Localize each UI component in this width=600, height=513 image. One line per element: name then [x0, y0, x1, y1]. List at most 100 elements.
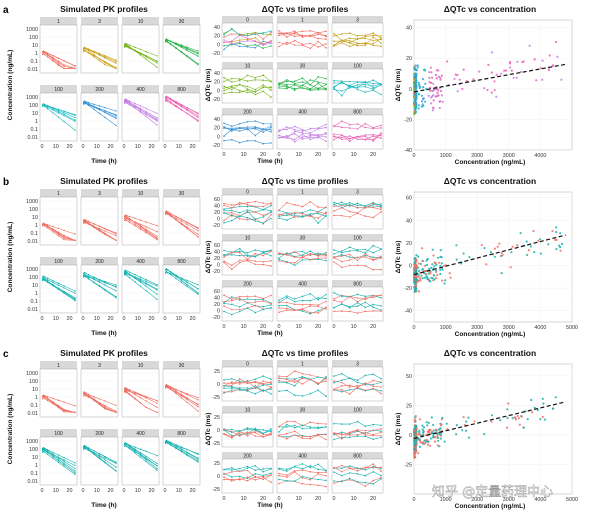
scatter-point [532, 229, 535, 233]
scatter-point [414, 442, 417, 445]
scatter-point [413, 446, 416, 449]
pk-curve [165, 211, 199, 229]
scatter-xtick: 2000 [471, 153, 483, 159]
pk-curve [124, 389, 158, 401]
watermark: 知乎 @定量药理中心 [432, 485, 554, 500]
pk-curve [124, 99, 158, 126]
scatter-point [426, 258, 429, 261]
facet-panel [162, 264, 201, 314]
scatter-point [437, 94, 440, 97]
scatter-point [425, 87, 428, 90]
scatter-point [414, 263, 417, 266]
pk-ylabel: Concentration (ng/mL) [7, 394, 14, 465]
facet-label: 30 [300, 63, 306, 69]
qt-xtick: 0 [333, 152, 336, 158]
scatter-point [439, 268, 442, 271]
scatter-point [414, 77, 417, 81]
scatter-point [483, 247, 486, 250]
scatter-point [518, 423, 521, 426]
scatter-point [439, 78, 442, 81]
qt-line [223, 260, 272, 270]
pk-curve [124, 45, 158, 62]
pk-curve [42, 104, 76, 115]
scatter-point [541, 59, 544, 62]
scatter-title: ΔQTc vs concentration [444, 176, 536, 186]
scatter-point [439, 427, 442, 430]
scatter-point [462, 252, 465, 255]
qt-line [333, 42, 382, 47]
pk-ytick: 1 [35, 463, 38, 469]
qt-ytick: 20 [214, 210, 220, 216]
qt-xtick: 10 [296, 324, 302, 330]
pk-ytick: 1000 [26, 27, 38, 33]
scatter-point [433, 278, 436, 281]
scatter-point [421, 97, 425, 101]
facet-strip [222, 188, 273, 195]
scatter-point [435, 277, 438, 280]
qt-xtick: 10 [351, 152, 357, 158]
scatter-point [413, 110, 416, 113]
facet-label: 800 [353, 281, 362, 287]
qt-line [333, 310, 382, 314]
scatter-point [555, 226, 558, 229]
qt-line [333, 120, 382, 129]
scatter-point [429, 437, 433, 440]
qt-line [333, 135, 382, 140]
pk-ytick: 1000 [26, 439, 38, 445]
qt-ytick: 20 [214, 302, 220, 308]
facet-label: 100 [54, 87, 63, 93]
pk-xtick: 20 [149, 488, 155, 494]
scatter-point [422, 429, 425, 432]
facet-strip [332, 280, 383, 287]
scatter-point [498, 242, 501, 245]
scatter-point [495, 73, 498, 76]
pk-curve [83, 272, 117, 288]
facet-label: 0 [246, 17, 249, 23]
scatter-ytick: 20 [406, 241, 412, 247]
scatter-point [415, 439, 418, 442]
pk-curve [42, 448, 76, 472]
facet-label: 10 [245, 63, 251, 69]
facet-label: 30 [179, 19, 185, 25]
qt-line [223, 84, 272, 91]
pk-xtick: 10 [135, 488, 141, 494]
scatter-point [417, 433, 420, 436]
scatter-point [414, 267, 417, 270]
row-c: c Simulated PK profiles Concentration (ng/… [3, 348, 578, 510]
scatter-point [483, 87, 486, 90]
qt-xtick: 0 [278, 496, 281, 502]
scatter-point [432, 429, 435, 432]
pk-curve [83, 221, 117, 241]
scatter-point [465, 420, 468, 423]
facet-label: 3 [356, 17, 359, 23]
qt-title: ΔQTc vs time profiles [262, 176, 349, 186]
scatter-point [429, 66, 432, 69]
scatter-frame [413, 19, 573, 151]
qt-point [325, 255, 327, 257]
scatter-point [516, 60, 519, 63]
scatter-point [415, 427, 418, 430]
scatter-point [426, 276, 429, 279]
scatter-point [514, 418, 518, 421]
scatter-point [434, 428, 438, 431]
scatter-point [432, 254, 435, 257]
scatter-point [461, 429, 464, 432]
scatter-point [422, 68, 426, 72]
pk-xtick: 10 [135, 144, 141, 150]
facet-panel [221, 114, 274, 150]
pk-curve [165, 96, 199, 118]
scatter-point [414, 286, 417, 289]
facet-strip [277, 62, 328, 69]
qt-point [380, 305, 382, 307]
scatter-point [434, 73, 437, 76]
scatter-point [415, 269, 418, 272]
scatter-point [533, 406, 536, 409]
scatter-point [511, 417, 514, 420]
scatter-point [485, 263, 488, 266]
scatter-ytick: 25 [406, 403, 412, 409]
pk-ytick: 100 [29, 447, 38, 453]
qt-point [380, 127, 382, 129]
scatter-point [430, 81, 433, 84]
pk-xtick: 10 [53, 316, 59, 322]
facet-strip [332, 234, 383, 241]
